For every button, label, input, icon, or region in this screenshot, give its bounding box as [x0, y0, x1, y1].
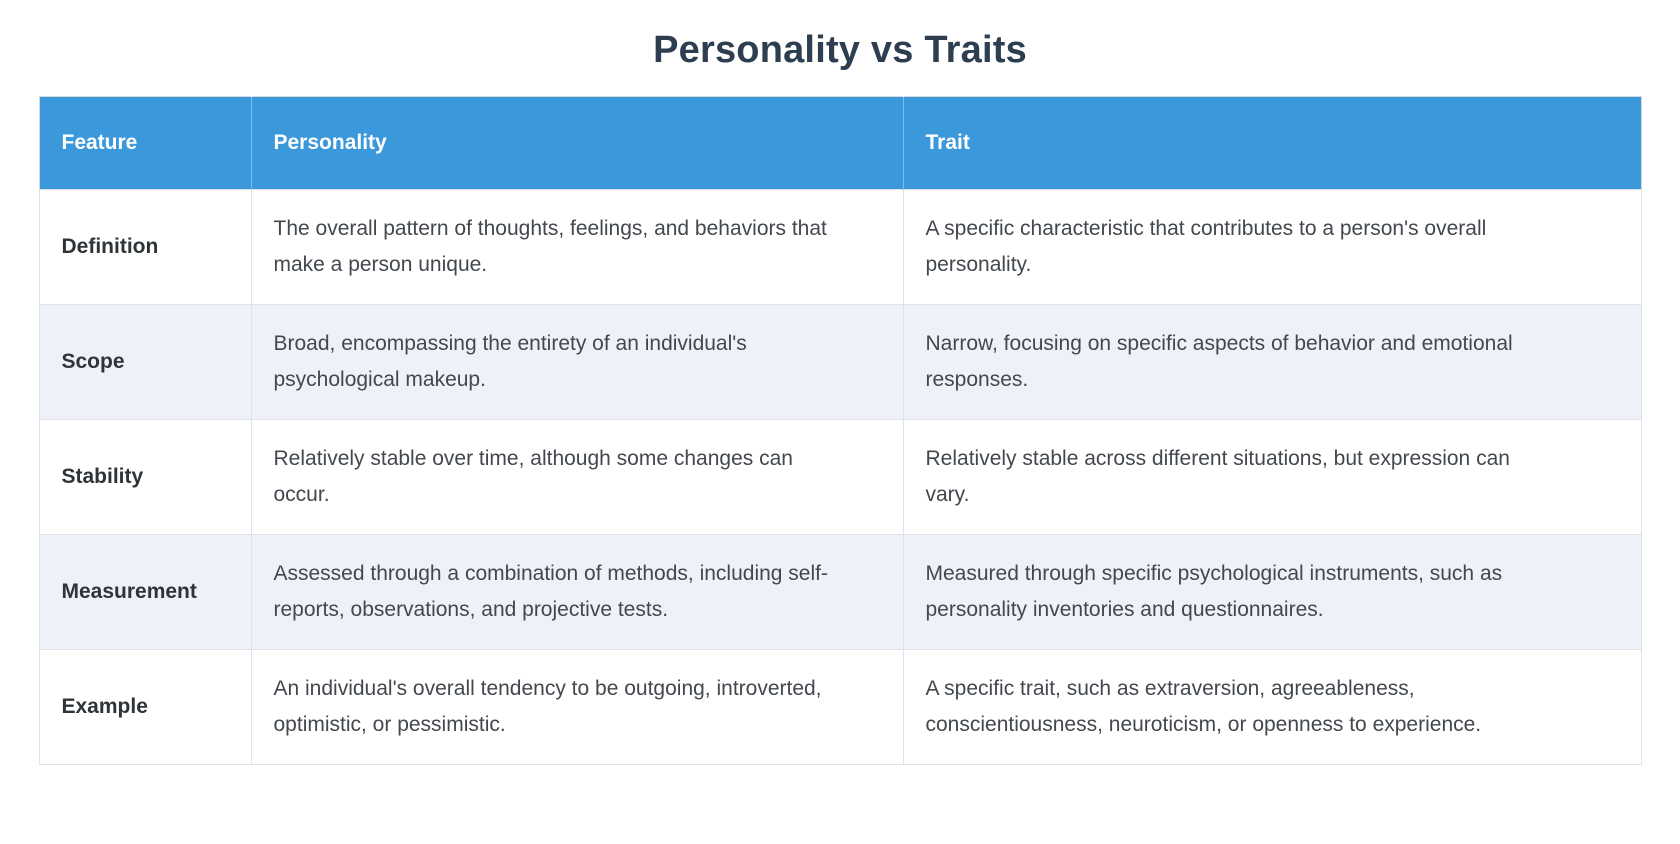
- cell-text: Narrow, focusing on specific aspects of …: [925, 332, 1513, 391]
- cell-trait-measurement: Measured through specific psychological …: [902, 534, 1642, 650]
- header-cell-feature: Feature: [39, 96, 252, 190]
- header-cell-trait: Trait: [903, 96, 1641, 190]
- table-row: Stability Relatively stable over time, a…: [38, 419, 1642, 535]
- row-label-scope: Scope: [38, 304, 252, 420]
- row-label-stability: Stability: [38, 419, 252, 535]
- header-row: Feature Personality Trait: [39, 96, 1641, 190]
- table-row: Definition The overall pattern of though…: [38, 189, 1642, 305]
- cell-text: The overall pattern of thoughts, feeling…: [273, 217, 827, 276]
- cell-text: Measured through specific psychological …: [925, 562, 1503, 621]
- cell-personality-definition: The overall pattern of thoughts, feeling…: [250, 189, 904, 305]
- cell-text: Broad, encompassing the entirety of an i…: [273, 332, 747, 391]
- cell-personality-stability: Relatively stable over time, although so…: [250, 419, 904, 535]
- cell-trait-stability: Relatively stable across different situa…: [902, 419, 1642, 535]
- row-label-example: Example: [38, 649, 252, 765]
- header-cell-personality: Personality: [251, 96, 904, 190]
- cell-text: Assessed through a combination of method…: [273, 562, 828, 621]
- cell-personality-measurement: Assessed through a combination of method…: [250, 534, 904, 650]
- row-label-definition: Definition: [38, 189, 252, 305]
- cell-text: A specific trait, such as extraversion, …: [925, 677, 1482, 736]
- cell-trait-scope: Narrow, focusing on specific aspects of …: [902, 304, 1642, 420]
- cell-text: An individual's overall tendency to be o…: [273, 677, 822, 736]
- cell-text: Relatively stable over time, although so…: [273, 447, 793, 506]
- comparison-table: Feature Personality Trait Definition The…: [38, 96, 1642, 765]
- cell-trait-definition: A specific characteristic that contribut…: [902, 189, 1642, 305]
- cell-personality-scope: Broad, encompassing the entirety of an i…: [250, 304, 904, 420]
- cell-text: A specific characteristic that contribut…: [925, 217, 1487, 276]
- table-row: Measurement Assessed through a combinati…: [38, 534, 1642, 650]
- cell-trait-example: A specific trait, such as extraversion, …: [902, 649, 1642, 765]
- table-row: Scope Broad, encompassing the entirety o…: [38, 304, 1642, 420]
- table-row: Example An individual's overall tendency…: [38, 649, 1642, 765]
- cell-personality-example: An individual's overall tendency to be o…: [250, 649, 904, 765]
- cell-text: Relatively stable across different situa…: [925, 447, 1510, 506]
- page-title: Personality vs Traits: [653, 29, 1027, 71]
- row-label-measurement: Measurement: [38, 534, 252, 650]
